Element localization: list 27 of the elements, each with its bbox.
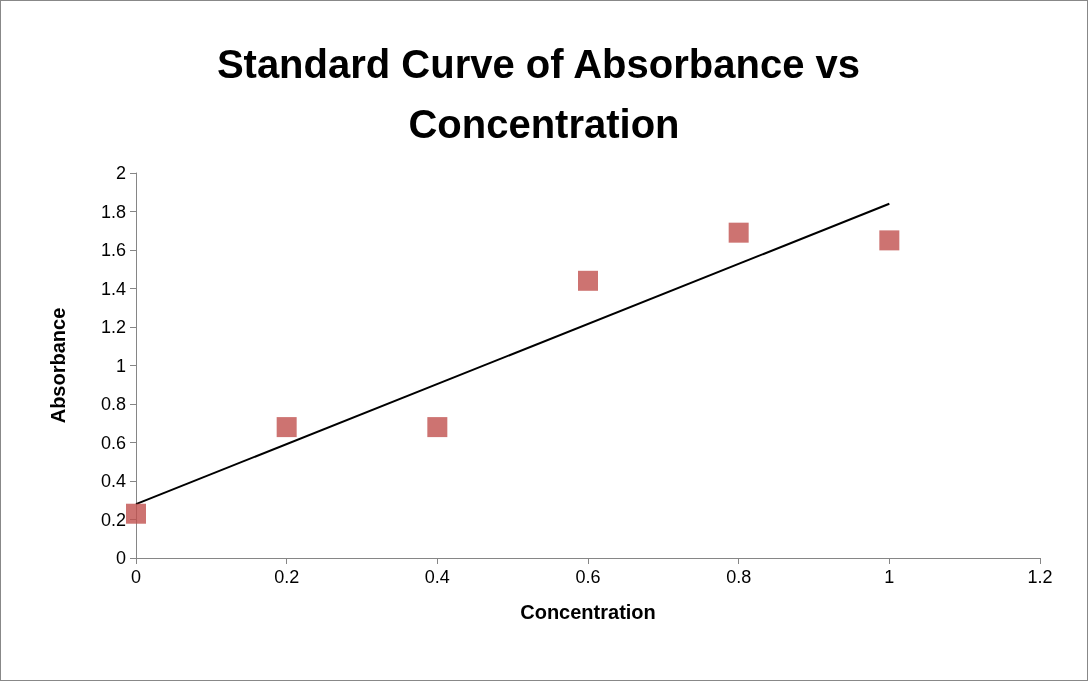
chart-title: Standard Curve of Absorbance vs Concentration bbox=[216, 42, 872, 146]
y-tick-label: 1.6 bbox=[100, 240, 126, 260]
point bbox=[126, 503, 146, 524]
y-tick-label: 0.2 bbox=[100, 509, 126, 530]
y-tick-label: 0.4 bbox=[100, 471, 126, 491]
x-tick-label: 0.2 bbox=[274, 567, 300, 587]
x-tick-label: 0.8 bbox=[726, 567, 752, 587]
y-tick-label: 1.4 bbox=[100, 278, 126, 299]
y-axis-title: Absorbance bbox=[47, 307, 69, 424]
y-tick-label: 0.8 bbox=[100, 394, 126, 414]
y-tick-label: 1.8 bbox=[100, 201, 126, 222]
x-axis-title: Concentration bbox=[520, 601, 656, 623]
x-tick-label: 0.6 bbox=[575, 567, 601, 587]
x-tick-label: 1 bbox=[884, 567, 895, 587]
y-tick-label: 0 bbox=[115, 548, 126, 568]
y-tick-label: 0.6 bbox=[100, 432, 126, 453]
point bbox=[879, 230, 900, 251]
point bbox=[578, 270, 598, 291]
x-tick-label: 0.4 bbox=[424, 567, 450, 587]
point bbox=[427, 417, 448, 438]
point bbox=[276, 417, 297, 438]
point bbox=[728, 222, 749, 243]
y-tick-label: 1.2 bbox=[100, 317, 126, 337]
x-tick-label: 0 bbox=[130, 567, 142, 587]
x-tick-label: 1.2 bbox=[1027, 567, 1053, 587]
y-tick-label: 2 bbox=[115, 163, 126, 183]
y-tick-label: 1 bbox=[115, 355, 126, 376]
